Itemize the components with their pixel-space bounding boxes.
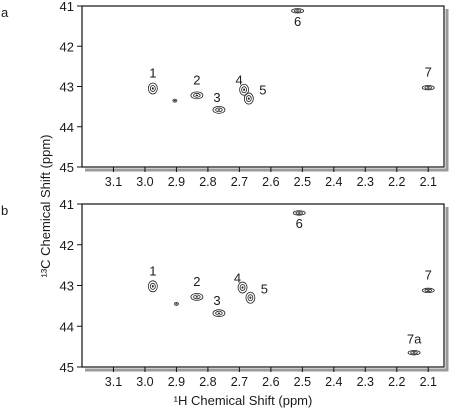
- peak-label: 5: [261, 282, 268, 297]
- peak-marker: [292, 210, 306, 216]
- peak-marker: [174, 301, 179, 306]
- x-tick-label: 2.8: [199, 375, 216, 389]
- peak-marker: [147, 280, 158, 293]
- panel-label: a: [1, 5, 9, 20]
- x-tick-label: 2.3: [357, 375, 374, 389]
- peak-marker: [407, 350, 421, 356]
- x-tick-label: 2.5: [294, 175, 311, 189]
- x-tick-label: 2.9: [168, 375, 185, 389]
- x-tick-label: 2.1: [420, 375, 437, 389]
- peak-label: 7: [425, 267, 432, 282]
- peak-label: 7: [425, 65, 432, 80]
- x-tick-label: 2.6: [262, 175, 279, 189]
- x-tick-label: 2.2: [388, 175, 405, 189]
- peak-label: 1: [149, 263, 156, 278]
- peak-marker: [239, 83, 250, 96]
- x-tick-label: 2.8: [199, 175, 216, 189]
- peak-marker: [190, 91, 204, 100]
- x-tick-label: 2.5: [294, 375, 311, 389]
- peak-marker: [147, 82, 158, 95]
- peak-label: 6: [294, 14, 301, 29]
- peak-label: 4: [234, 271, 241, 286]
- y-axis-label: ¹³C Chemical Shift (ppm): [38, 134, 53, 277]
- peak-marker: [291, 8, 305, 14]
- frame-shadow: [85, 207, 449, 372]
- x-tick-label: 2.2: [388, 375, 405, 389]
- frame-shadow: [85, 9, 449, 172]
- peak-marker: [421, 287, 435, 293]
- peak-marker: [212, 105, 226, 114]
- x-tick-label: 2.9: [168, 175, 185, 189]
- x-tick-label: 3.1: [105, 175, 122, 189]
- x-tick-label: 2.3: [357, 175, 374, 189]
- peak-label: 7a: [407, 332, 422, 347]
- peak-label: 6: [296, 216, 303, 231]
- x-tick-label: 2.4: [325, 175, 342, 189]
- x-axis-label: ¹H Chemical Shift (ppm): [174, 393, 313, 408]
- y-tick-label: 43: [60, 279, 74, 294]
- y-tick-label: 42: [60, 238, 74, 253]
- x-tick-label: 3.1: [105, 375, 122, 389]
- peak-marker: [245, 291, 256, 304]
- x-tick-label: 2.7: [231, 175, 248, 189]
- peak-label: 4: [235, 73, 242, 88]
- peak-marker: [243, 92, 254, 105]
- panel-label: b: [1, 203, 8, 218]
- peak-label: 2: [193, 274, 200, 289]
- peak-label: 3: [213, 90, 220, 105]
- x-tick-label: 3.0: [136, 175, 153, 189]
- peak-label: 1: [149, 66, 156, 81]
- peak-label: 5: [259, 83, 266, 98]
- y-tick-label: 44: [60, 319, 74, 334]
- peak-label: 3: [213, 293, 220, 308]
- y-tick-label: 41: [60, 0, 74, 14]
- x-tick-label: 2.7: [231, 375, 248, 389]
- peak-marker: [172, 98, 178, 103]
- x-tick-label: 2.4: [325, 375, 342, 389]
- peak-label: 2: [193, 72, 200, 87]
- x-tick-label: 2.1: [420, 175, 437, 189]
- y-tick-label: 43: [60, 80, 74, 95]
- x-tick-label: 3.0: [136, 375, 153, 389]
- peak-marker: [190, 293, 204, 301]
- peak-marker: [421, 85, 435, 91]
- y-tick-label: 41: [60, 197, 74, 212]
- y-tick-label: 42: [60, 39, 74, 54]
- y-tick-label: 45: [60, 160, 74, 175]
- peak-marker: [212, 309, 226, 318]
- x-tick-label: 2.6: [262, 375, 279, 389]
- y-tick-label: 45: [60, 360, 74, 375]
- peak-marker: [237, 281, 248, 294]
- y-tick-label: 44: [60, 120, 74, 135]
